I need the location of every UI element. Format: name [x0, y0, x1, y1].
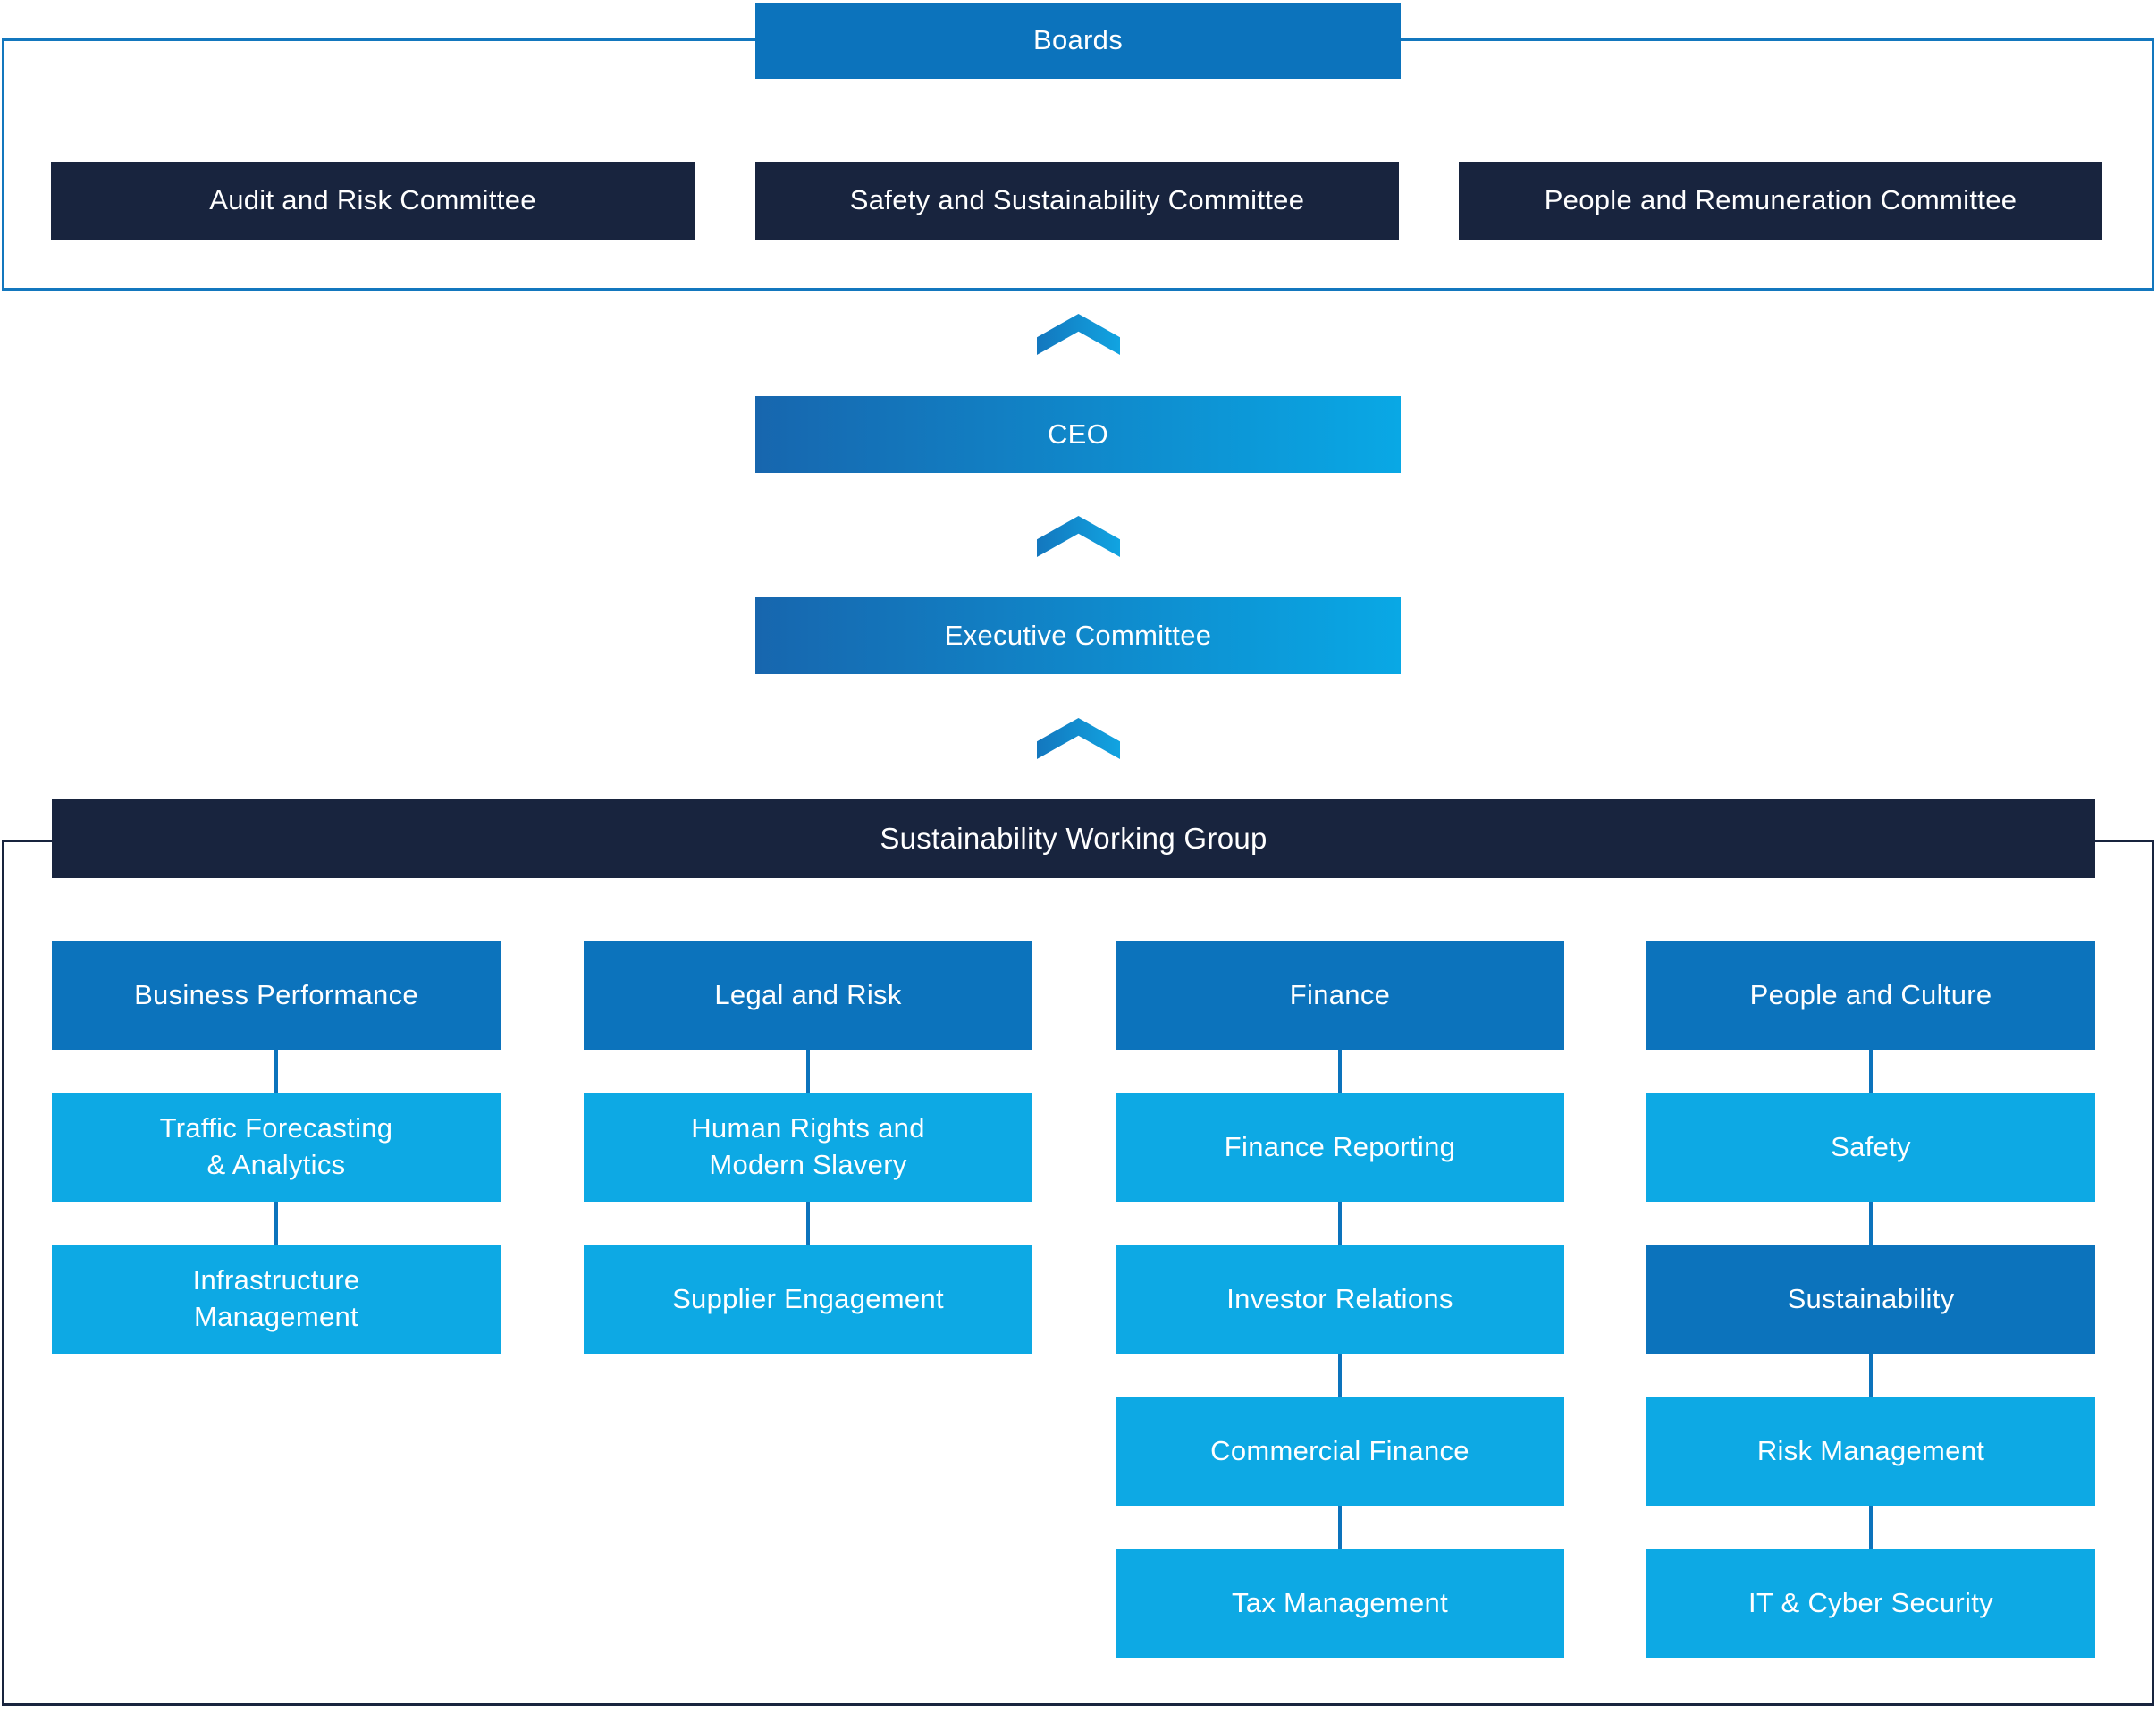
column-header-finance: Finance [1116, 941, 1564, 1050]
connector-line [1338, 1202, 1342, 1245]
column-header-legal-and-risk: Legal and Risk [584, 941, 1032, 1050]
box-infrastructure-management: Infrastructure Management [52, 1245, 501, 1354]
box-commercial-finance: Commercial Finance [1116, 1397, 1564, 1506]
boards-header: Boards [755, 3, 1401, 79]
box-supplier-engagement: Supplier Engagement [584, 1245, 1032, 1354]
connector-line [806, 1202, 810, 1245]
connector-line [274, 1202, 278, 1245]
chevron-up-icon [1037, 718, 1120, 759]
box-human-rights-modern-slavery: Human Rights and Modern Slavery [584, 1093, 1032, 1202]
column-header-business-performance: Business Performance [52, 941, 501, 1050]
connector-line [1869, 1354, 1873, 1397]
box-risk-management: Risk Management [1646, 1397, 2095, 1506]
connector-line [1869, 1202, 1873, 1245]
chevron-up-icon [1037, 516, 1120, 557]
connector-line [1869, 1506, 1873, 1549]
swg-banner: Sustainability Working Group [52, 799, 2095, 878]
connector-line [1338, 1506, 1342, 1549]
column-header-people-and-culture: People and Culture [1646, 941, 2095, 1050]
box-it-cyber-security: IT & Cyber Security [1646, 1549, 2095, 1658]
ceo-box: CEO [755, 396, 1401, 473]
connector-line [274, 1050, 278, 1093]
connector-line [806, 1050, 810, 1093]
box-investor-relations: Investor Relations [1116, 1245, 1564, 1354]
connector-line [1338, 1354, 1342, 1397]
committee-box-safety-sustainability: Safety and Sustainability Committee [755, 162, 1399, 240]
box-finance-reporting: Finance Reporting [1116, 1093, 1564, 1202]
connector-line [1338, 1050, 1342, 1093]
box-tax-management: Tax Management [1116, 1549, 1564, 1658]
chevron-up-icon [1037, 314, 1120, 355]
executive-committee-box: Executive Committee [755, 597, 1401, 674]
box-traffic-forecasting-analytics: Traffic Forecasting & Analytics [52, 1093, 501, 1202]
box-sustainability-highlighted: Sustainability [1646, 1245, 2095, 1354]
committee-box-audit-risk: Audit and Risk Committee [51, 162, 695, 240]
connector-line [1869, 1050, 1873, 1093]
committee-box-people-remuneration: People and Remuneration Committee [1459, 162, 2102, 240]
box-safety: Safety [1646, 1093, 2095, 1202]
